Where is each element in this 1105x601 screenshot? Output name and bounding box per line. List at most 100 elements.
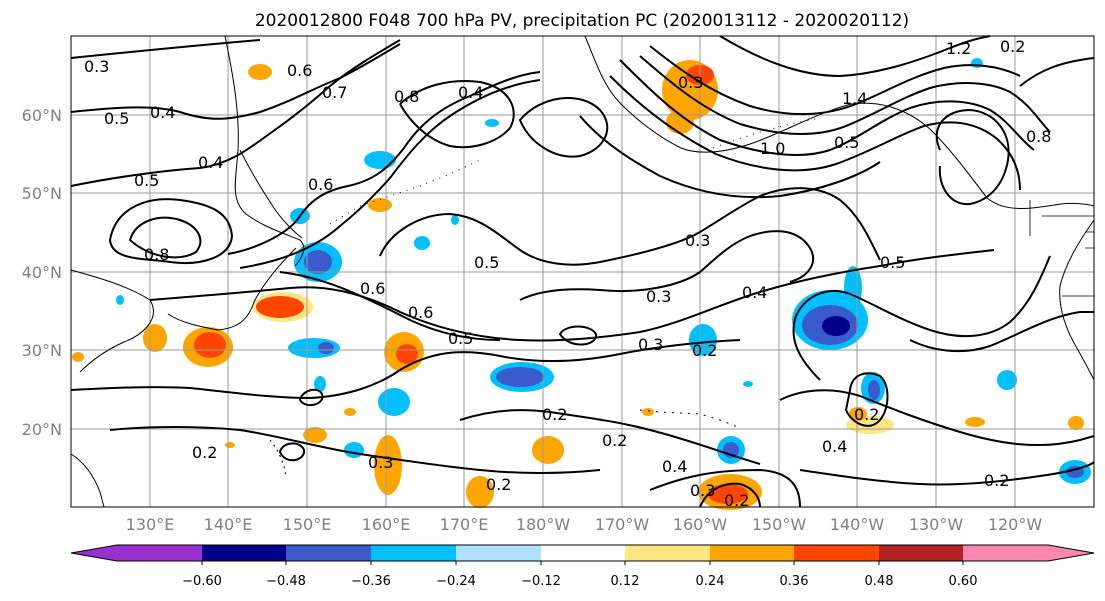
contour-label: 0.5 bbox=[104, 109, 129, 128]
contour-line bbox=[799, 461, 1095, 486]
contour-label: 0.5 bbox=[880, 253, 905, 272]
contour-label: 0.8 bbox=[394, 87, 419, 106]
contour-label: 0.3 bbox=[678, 73, 703, 92]
lat-label: 40°N bbox=[22, 263, 62, 282]
contour-line bbox=[558, 325, 597, 346]
precip-negative-patch bbox=[485, 119, 499, 127]
precip-positive-patch bbox=[965, 417, 985, 427]
colorbar-tick-label: −0.48 bbox=[266, 574, 306, 589]
lon-label: 180°W bbox=[516, 515, 571, 534]
contour-line bbox=[518, 96, 609, 158]
lon-label: 120°W bbox=[988, 515, 1043, 534]
precip-negative-patch bbox=[318, 342, 334, 354]
precip-negative-patch bbox=[344, 442, 364, 458]
contour-label: 0.2 bbox=[542, 405, 567, 424]
contour-label: 1.2 bbox=[946, 39, 971, 58]
colorbar-cell bbox=[794, 545, 879, 561]
precip-positive-patch bbox=[256, 296, 304, 318]
contour-label: 1.0 bbox=[760, 139, 785, 158]
colorbar-cell bbox=[541, 545, 625, 561]
precip-positive-patch bbox=[344, 408, 356, 416]
contour-line bbox=[239, 79, 541, 269]
contour-label: 0.7 bbox=[322, 83, 347, 102]
contour-label: 0.8 bbox=[1026, 127, 1051, 146]
latitude-labels: 60°N 50°N 40°N 30°N 20°N bbox=[22, 106, 62, 439]
precip-positive-patch bbox=[708, 484, 748, 504]
coastline-asia bbox=[224, 35, 305, 267]
coastline-china bbox=[70, 269, 154, 373]
contour-line bbox=[70, 39, 261, 59]
lon-label: 170°W bbox=[595, 515, 650, 534]
contour-line bbox=[108, 198, 234, 264]
pv-contours bbox=[70, 35, 1095, 508]
precip-positive-patch bbox=[225, 442, 235, 448]
precip-negative-patch bbox=[364, 151, 396, 169]
contour-label: 0.3 bbox=[84, 57, 109, 76]
colorbar-cell bbox=[456, 545, 541, 561]
contour-line bbox=[70, 43, 401, 120]
contour-label: 0.4 bbox=[662, 457, 687, 476]
colorbar-extend-high bbox=[1048, 545, 1094, 561]
precip-negative-patch bbox=[844, 266, 862, 310]
colorbar-tick-label: −0.24 bbox=[436, 574, 476, 589]
contour-line bbox=[844, 372, 889, 427]
map-panel: 0.3 0.5 0.4 0.5 0.4 0.6 0.7 0.8 0.6 0.4 … bbox=[70, 35, 1095, 510]
colorbar-ticks: −0.60 −0.48 −0.36 −0.24 −0.12 0.12 0.24 … bbox=[182, 561, 977, 589]
contour-line bbox=[109, 426, 601, 474]
contour-label: 0.4 bbox=[458, 83, 483, 102]
contour-label: 0.5 bbox=[134, 171, 159, 190]
contour-label: 0.2 bbox=[192, 443, 217, 462]
precip-negative-patch bbox=[414, 236, 430, 250]
border-lines bbox=[1029, 200, 1094, 297]
coastlines bbox=[70, 35, 1095, 508]
precip-negative-patch bbox=[868, 380, 880, 400]
lat-label: 50°N bbox=[22, 184, 62, 203]
colorbar-cell bbox=[371, 545, 456, 561]
precip-positive-patch bbox=[396, 344, 418, 364]
lat-label: 30°N bbox=[22, 341, 62, 360]
longitude-labels: 130°E 140°E 150°E 160°E 170°E 180°W 170°… bbox=[126, 515, 1043, 534]
contour-label: 1.4 bbox=[842, 89, 867, 108]
gridlines bbox=[71, 36, 1094, 507]
contour-line bbox=[459, 409, 761, 465]
precip-negative-patch bbox=[314, 376, 326, 392]
colorbar-cell bbox=[710, 545, 794, 561]
contour-label: 0.2 bbox=[854, 405, 879, 424]
contour-label: 0.4 bbox=[198, 153, 223, 172]
map-frame bbox=[70, 35, 1095, 508]
colorbar-tick-label: 0.60 bbox=[949, 574, 978, 589]
contour-line bbox=[519, 230, 815, 301]
contour-label: 0.3 bbox=[685, 231, 710, 250]
precip-negative-patch bbox=[496, 367, 544, 387]
contour-label: 0.3 bbox=[638, 335, 663, 354]
contour-label: 0.3 bbox=[368, 453, 393, 472]
contour-label: 0.3 bbox=[690, 481, 715, 500]
coastline-philippines bbox=[70, 453, 105, 508]
contour-line bbox=[609, 75, 1021, 191]
precip-positive-patch bbox=[143, 324, 167, 352]
contour-label: 0.2 bbox=[1000, 37, 1025, 56]
precip-negative-patch bbox=[378, 388, 410, 416]
precip-positive-patch bbox=[1068, 416, 1084, 430]
precip-negative-patch bbox=[451, 215, 459, 225]
colorbar-cell bbox=[117, 545, 202, 561]
lon-label: 140°E bbox=[204, 515, 253, 534]
colorbar-tick-label: 0.36 bbox=[780, 574, 809, 589]
lat-label: 20°N bbox=[22, 420, 62, 439]
contour-label: 0.4 bbox=[150, 103, 175, 122]
contour-line bbox=[128, 216, 202, 259]
contour-line bbox=[649, 468, 801, 508]
coastline-alaska bbox=[584, 35, 1095, 209]
contour-line bbox=[579, 115, 881, 199]
lon-label: 150°E bbox=[283, 515, 332, 534]
precip-positive-patch bbox=[642, 408, 654, 416]
precip-positive-patch bbox=[194, 332, 226, 358]
precip-positive-patch bbox=[374, 435, 402, 495]
colorbar-cell bbox=[879, 545, 963, 561]
precip-negative-patch bbox=[116, 295, 124, 305]
colorbar-cell bbox=[286, 545, 371, 561]
map-title: 2020012800 F048 700 hPa PV, precipitatio… bbox=[255, 11, 909, 31]
contour-line bbox=[149, 249, 995, 342]
precip-negative-patch bbox=[822, 316, 850, 336]
